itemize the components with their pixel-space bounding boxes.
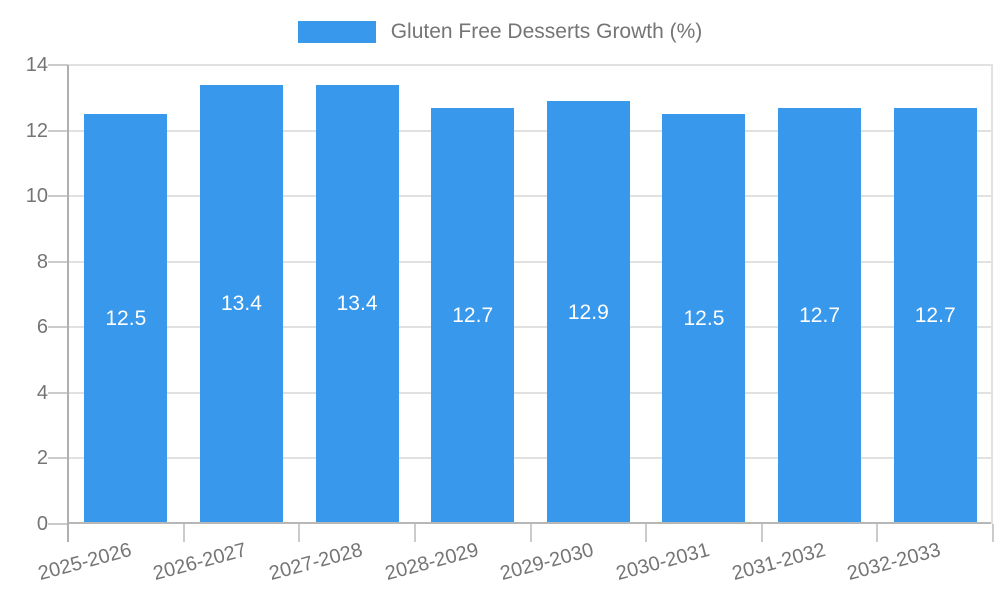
bar: 13.4 — [199, 84, 283, 524]
x-axis-tick-label: 2032-2033 — [845, 538, 944, 585]
gridline — [68, 457, 993, 460]
plot-area: 12.5 2025-2026 13.4 2026-2027 13.4 2027-2028 1… — [36, 64, 994, 585]
gridline — [68, 195, 993, 198]
bar-value-label: 13.4 — [336, 292, 378, 316]
x-axis-tick-label: 2031-2032 — [729, 538, 828, 585]
bar: 12.7 — [778, 107, 862, 524]
y-axis-tick-label: 14 — [25, 54, 48, 76]
y-axis-tick-label: 2 — [36, 447, 48, 470]
x-tick — [298, 524, 300, 542]
y-tick — [48, 260, 68, 263]
x-tick — [992, 524, 994, 542]
y-axis-tick-label: 4 — [36, 381, 48, 404]
bar-value-label: 12.5 — [683, 307, 725, 331]
bar-value-label: 12.5 — [105, 307, 147, 331]
x-tick — [414, 524, 416, 542]
y-axis-tick-label: 8 — [36, 250, 48, 273]
y-axis-tick-label: 12 — [25, 119, 48, 142]
y-tick — [48, 457, 68, 460]
x-axis-tick-label: 2027-2028 — [266, 538, 366, 585]
gridline — [68, 260, 993, 263]
y-axis-tick-label: 10 — [25, 185, 48, 208]
bar-value-label: 12.9 — [567, 300, 609, 324]
y-tick — [48, 391, 68, 394]
right-boundary-line — [991, 65, 993, 524]
gridline — [68, 64, 993, 66]
legend-label: Gluten Free Desserts Growth (%) — [390, 20, 703, 43]
bar: 12.7 — [431, 107, 515, 524]
bar-value-label: 12.7 — [452, 303, 494, 327]
gridline — [68, 326, 993, 329]
x-axis-tick-label: 2025-2026 — [35, 538, 134, 585]
y-tick — [48, 326, 68, 329]
y-tick — [48, 64, 68, 66]
gridline — [68, 391, 993, 394]
bar: 12.5 — [662, 114, 746, 524]
legend-swatch — [297, 21, 376, 43]
bar: 12.7 — [893, 107, 977, 524]
bar-value-label: 12.7 — [799, 303, 840, 327]
x-axis-tick-label: 2028-2029 — [382, 538, 481, 585]
bar: 12.5 — [84, 114, 168, 524]
bar: 12.9 — [546, 101, 630, 524]
y-tick — [48, 195, 68, 198]
y-axis-tick-label: 0 — [36, 513, 48, 535]
bar-value-label: 13.4 — [221, 292, 262, 316]
bar: 13.4 — [315, 84, 399, 524]
x-axis-baseline — [68, 522, 993, 524]
x-axis-tick-label: 2029-2030 — [498, 538, 597, 585]
y-axis-tick-label: 6 — [36, 316, 48, 339]
y-axis-line — [67, 65, 69, 542]
bar-value-label: 12.7 — [914, 303, 956, 327]
x-tick — [530, 524, 532, 542]
x-tick — [645, 524, 647, 542]
x-axis-tick-label: 2030-2031 — [613, 538, 712, 585]
x-tick — [761, 524, 763, 542]
y-tick — [48, 129, 68, 132]
legend: Gluten Free Desserts Growth (%) — [0, 20, 1000, 44]
x-tick — [876, 524, 878, 542]
x-axis-tick-label: 2026-2027 — [151, 538, 250, 585]
x-tick — [183, 524, 185, 542]
y-tick — [48, 523, 68, 525]
gridline — [68, 129, 993, 132]
